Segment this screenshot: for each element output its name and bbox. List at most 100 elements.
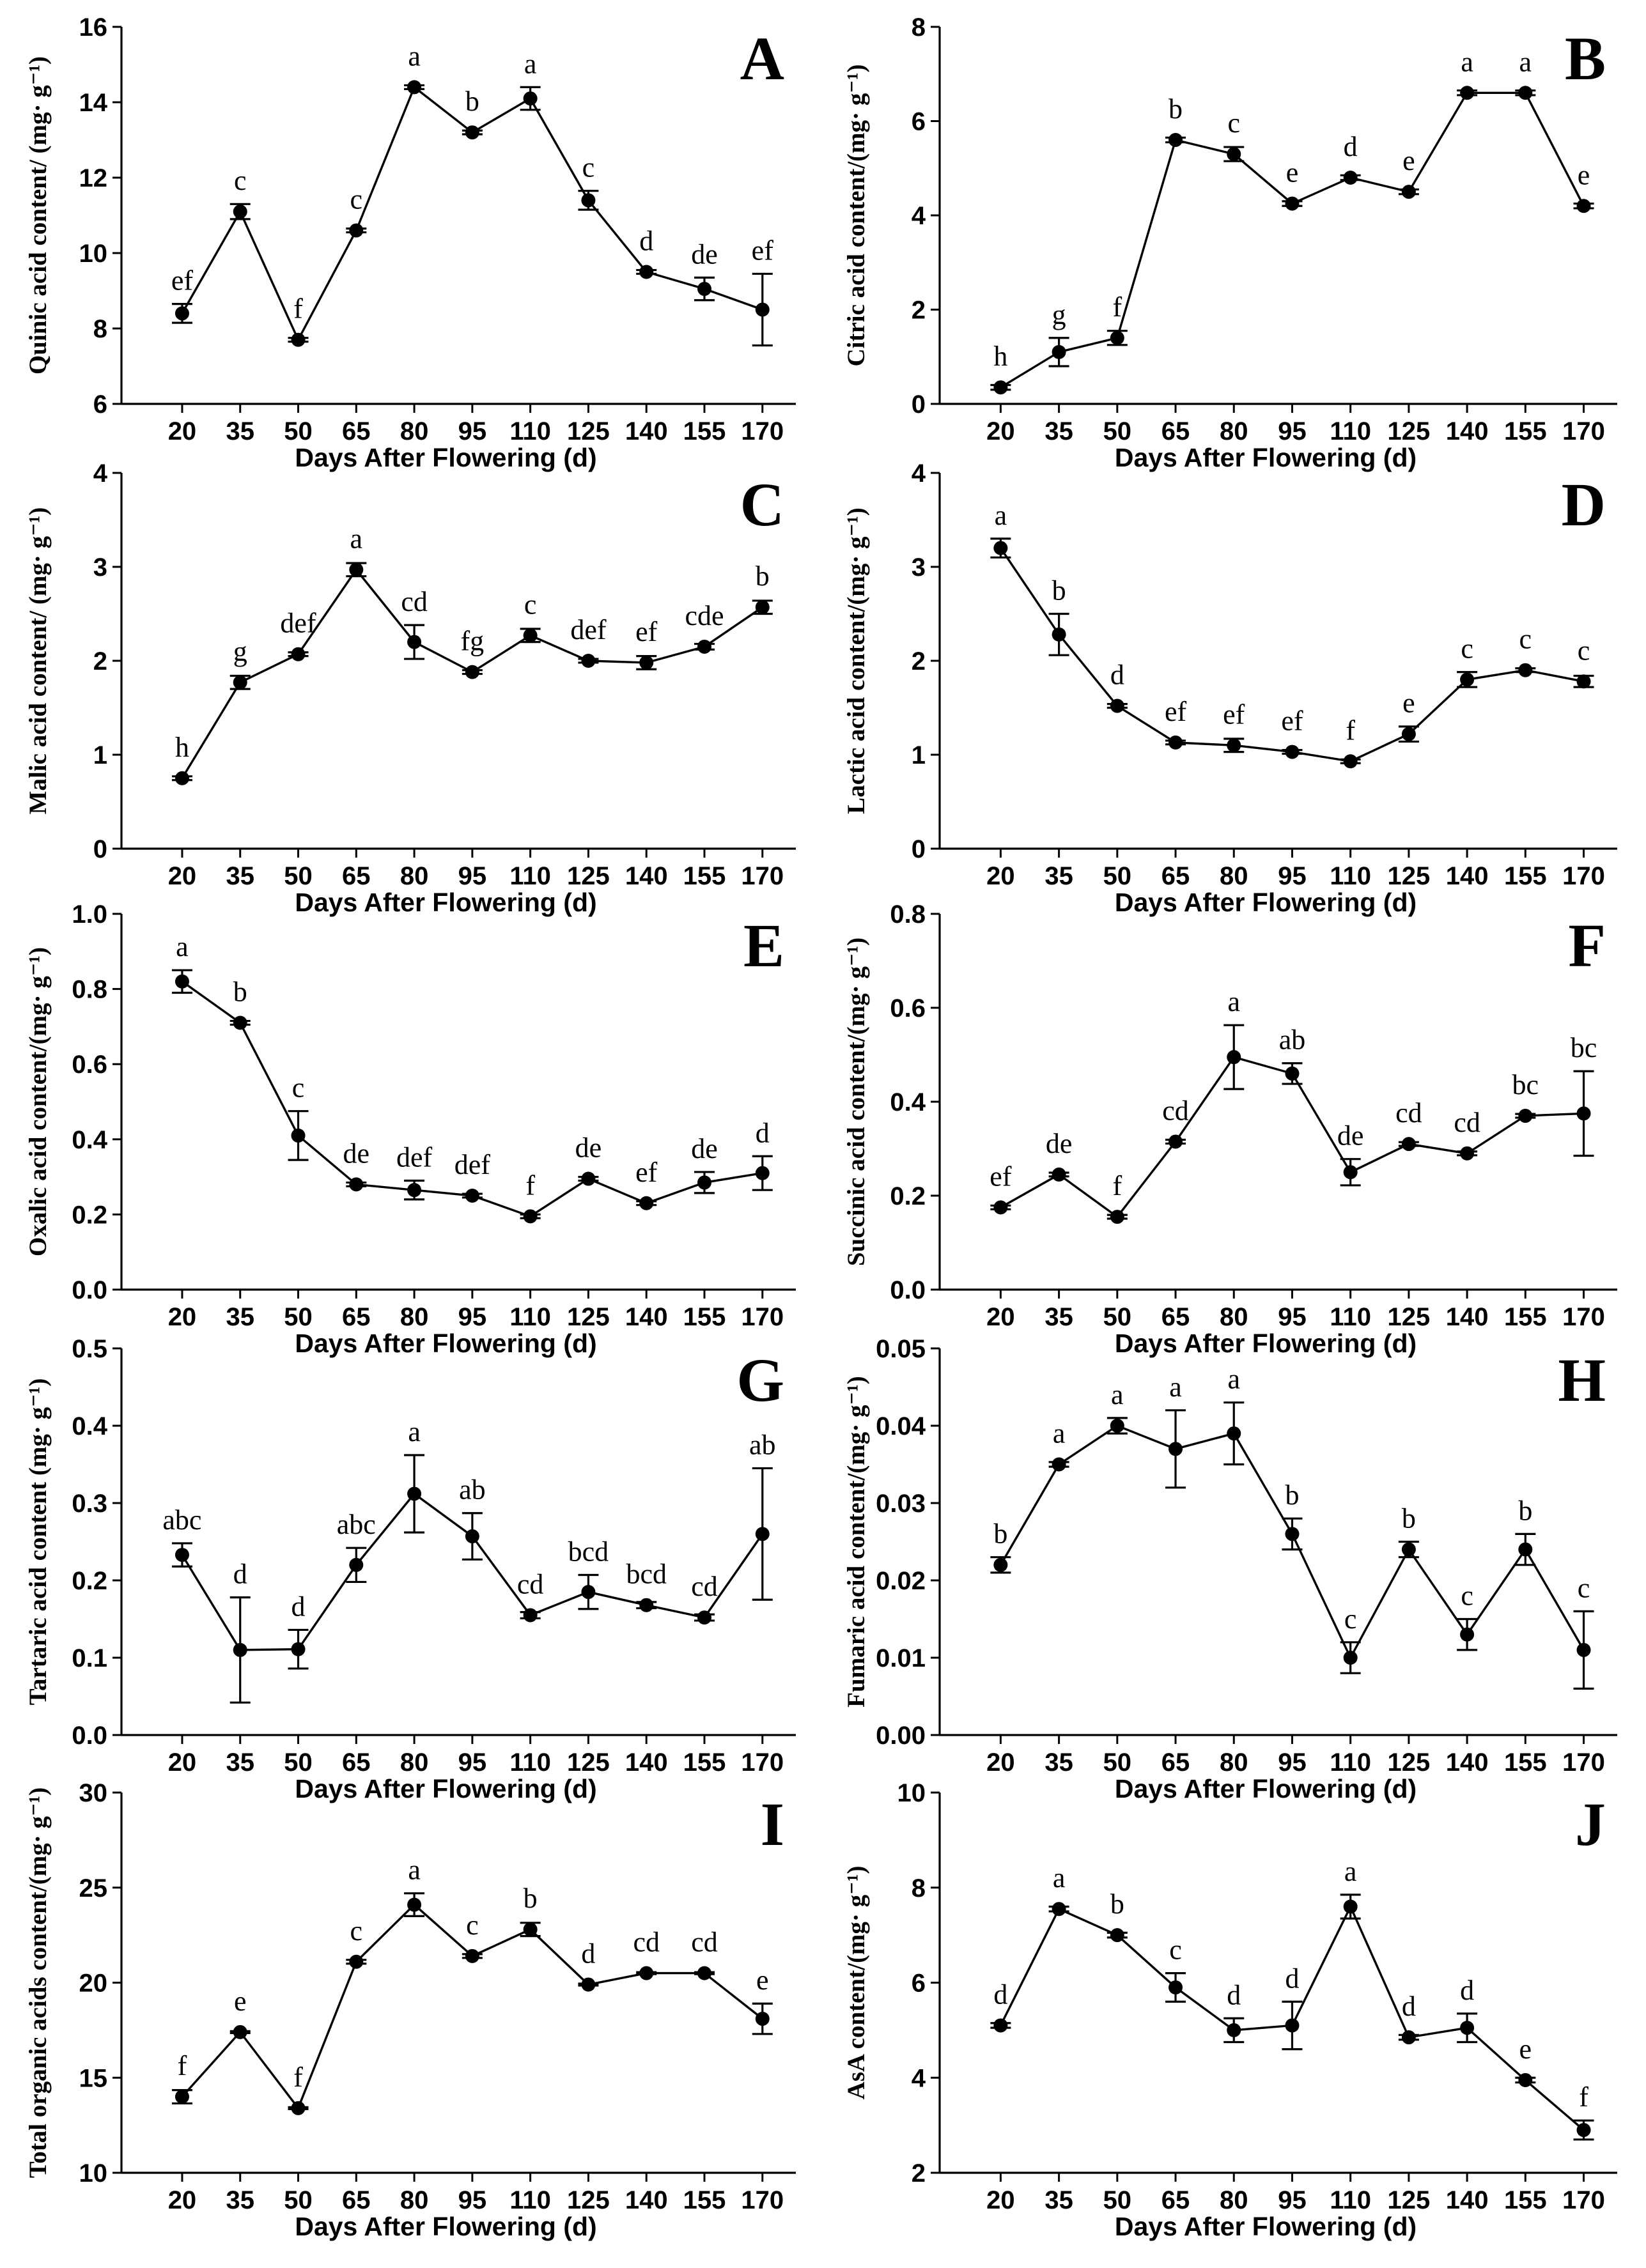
y-tick-label-i: 15 — [79, 2064, 108, 2092]
data-point-b — [1460, 86, 1475, 100]
y-tick-label-h: 0.05 — [876, 1335, 926, 1363]
y-tick-label-i: 10 — [79, 2159, 108, 2187]
significance-label-i: e — [756, 1964, 769, 1996]
data-point-f — [1052, 1167, 1066, 1182]
significance-label-j: c — [1169, 1934, 1182, 1966]
significance-label-g: d — [233, 1559, 247, 1590]
data-point-b — [1343, 171, 1358, 185]
data-point-c — [523, 628, 538, 643]
y-tick-label-c: 0 — [93, 835, 107, 863]
significance-label-a: d — [639, 226, 653, 257]
significance-label-f: ab — [1279, 1024, 1306, 1056]
data-point-j — [1576, 2123, 1591, 2138]
significance-label-g: bcd — [568, 1536, 609, 1568]
x-axis-label-e: Days After Flowering (d) — [295, 1329, 596, 1358]
y-tick-label-b: 4 — [912, 202, 926, 230]
data-point-a — [639, 265, 654, 279]
data-point-b — [1576, 199, 1591, 213]
x-tick-label-f: 65 — [1161, 1303, 1190, 1331]
y-axis-label-a: Quinic acid content/ (mg· g⁻¹) — [24, 56, 52, 374]
significance-label-h: b — [993, 1518, 1007, 1550]
x-tick-label-f: 170 — [1562, 1303, 1605, 1331]
significance-label-d: b — [1052, 575, 1066, 606]
significance-label-e: b — [233, 976, 247, 1008]
significance-label-j: a — [1053, 1862, 1066, 1894]
data-point-j — [1052, 1902, 1066, 1917]
panel-letter-f: F — [1568, 911, 1606, 980]
panel-letter-g: G — [736, 1346, 784, 1414]
x-tick-label-j: 125 — [1388, 2186, 1431, 2214]
significance-label-j: d — [1460, 1975, 1474, 2006]
x-tick-label-b: 125 — [1388, 417, 1431, 445]
x-tick-label-g: 140 — [625, 1748, 668, 1777]
significance-label-f: cd — [1395, 1097, 1422, 1129]
significance-label-a: c — [350, 184, 363, 215]
significance-label-i: f — [178, 2050, 187, 2081]
x-tick-label-b: 140 — [1446, 417, 1489, 445]
significance-label-g: abc — [162, 1504, 201, 1536]
y-tick-label-e: 0.4 — [72, 1126, 107, 1154]
data-point-c — [407, 635, 422, 649]
significance-label-d: c — [1461, 633, 1473, 664]
data-point-i — [349, 1954, 364, 1969]
x-axis-label-g: Days After Flowering (d) — [295, 1774, 596, 1803]
y-tick-label-g: 0.5 — [72, 1335, 107, 1363]
significance-label-b: e — [1286, 157, 1299, 189]
significance-label-h: b — [1518, 1495, 1532, 1526]
y-tick-label-j: 10 — [897, 1779, 926, 1807]
x-tick-label-c: 95 — [458, 862, 487, 890]
x-tick-label-f: 125 — [1388, 1303, 1431, 1331]
significance-label-g: ab — [459, 1474, 486, 1506]
significance-label-f: de — [1046, 1128, 1073, 1159]
data-point-b — [1227, 147, 1241, 162]
data-point-e — [175, 974, 189, 989]
y-axis-label-d: Lactic acid content/(mg· g⁻¹) — [842, 507, 870, 814]
significance-label-h: b — [1285, 1479, 1299, 1511]
significance-label-f: bc — [1571, 1032, 1597, 1063]
data-point-a — [465, 125, 479, 140]
significance-label-a: c — [234, 165, 247, 196]
x-tick-label-b: 110 — [1330, 417, 1371, 445]
y-tick-label-f: 0.2 — [890, 1182, 926, 1210]
data-point-h — [1285, 1527, 1300, 1541]
x-tick-label-h: 65 — [1161, 1748, 1190, 1777]
data-point-h — [1518, 1542, 1533, 1557]
significance-label-g: abc — [337, 1509, 376, 1540]
data-point-e — [639, 1196, 654, 1210]
x-tick-label-a: 50 — [284, 417, 313, 445]
significance-label-j: e — [1519, 2033, 1532, 2065]
y-tick-label-d: 3 — [912, 553, 926, 582]
x-tick-label-h: 125 — [1388, 1748, 1431, 1777]
x-tick-label-e: 170 — [741, 1303, 784, 1331]
panel-j: 2 4 6 8 10 20 35 50 65 80 95 110 125 140 155 170 Days Af… — [842, 1779, 1617, 2241]
x-axis-label-f: Days After Flowering (d) — [1115, 1329, 1417, 1358]
x-tick-label-g: 20 — [168, 1748, 197, 1777]
y-tick-label-c: 2 — [93, 647, 107, 675]
x-tick-label-j: 65 — [1161, 2186, 1190, 2214]
y-tick-label-i: 30 — [79, 1779, 108, 1807]
x-tick-label-a: 20 — [168, 417, 197, 445]
significance-label-e: def — [396, 1141, 433, 1173]
x-tick-label-e: 110 — [509, 1303, 551, 1331]
significance-label-f: a — [1227, 986, 1240, 1017]
y-tick-label-e: 0.0 — [72, 1276, 107, 1304]
panel-letter-h: H — [1558, 1346, 1606, 1414]
y-tick-label-g: 0.1 — [72, 1644, 107, 1672]
data-point-e — [465, 1189, 479, 1203]
significance-label-c: cd — [401, 586, 428, 617]
significance-label-a: c — [582, 152, 595, 183]
significance-label-e: ef — [635, 1157, 658, 1188]
data-point-d — [1401, 727, 1416, 741]
x-tick-label-d: 65 — [1161, 862, 1190, 890]
y-tick-label-b: 8 — [912, 13, 926, 42]
data-point-c — [755, 600, 770, 615]
data-point-a — [233, 204, 247, 219]
x-tick-label-c: 170 — [741, 862, 784, 890]
x-tick-label-i: 125 — [567, 2186, 610, 2214]
x-tick-label-e: 35 — [226, 1303, 254, 1331]
data-point-b — [1518, 86, 1533, 100]
data-point-f — [1227, 1050, 1241, 1065]
x-tick-label-c: 50 — [284, 862, 313, 890]
significance-label-a: ef — [171, 265, 194, 297]
x-tick-label-c: 35 — [226, 862, 254, 890]
